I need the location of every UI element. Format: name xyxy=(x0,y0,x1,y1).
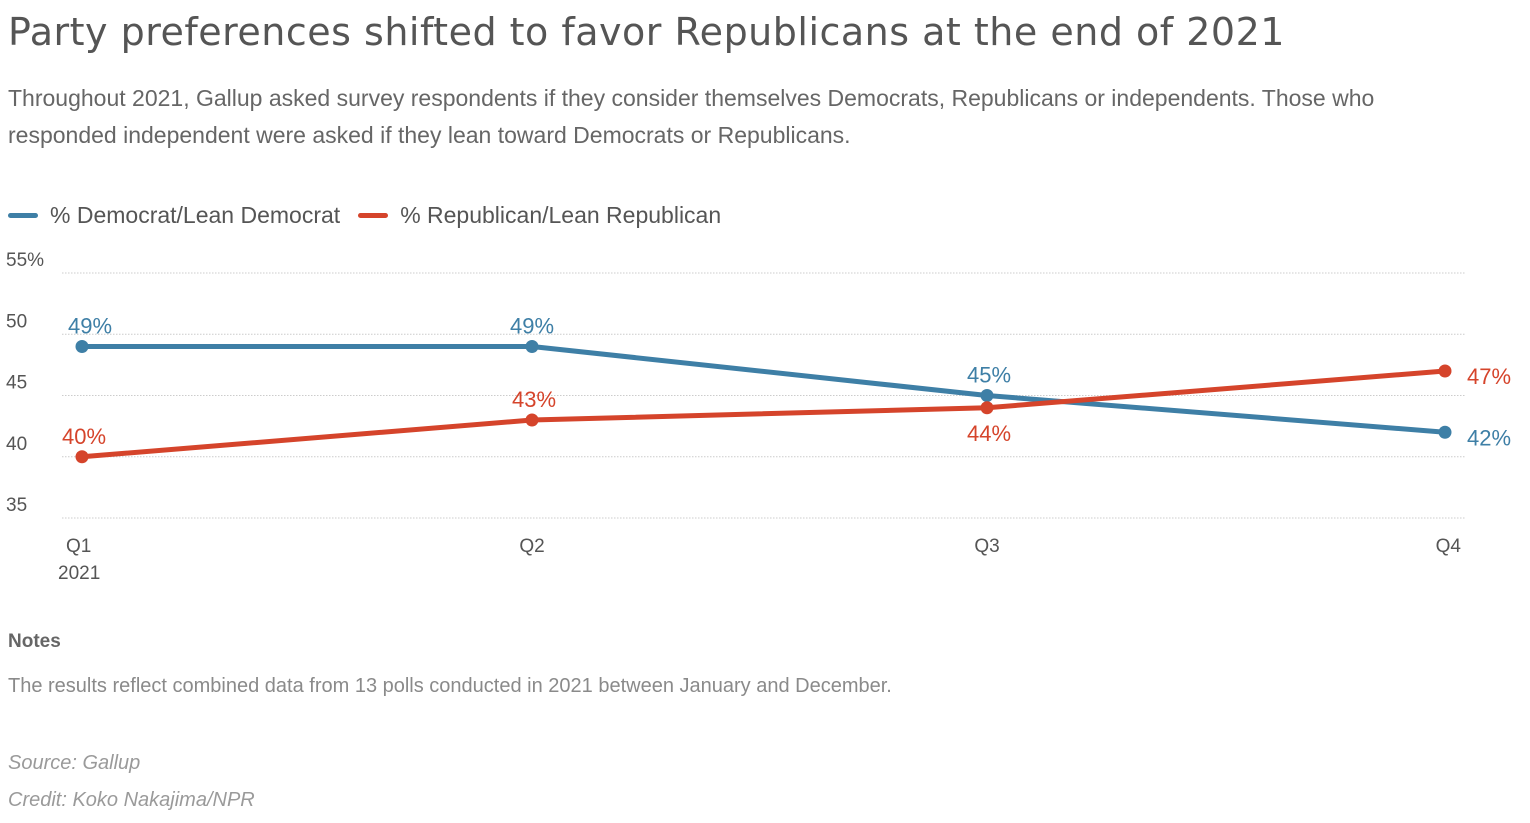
data-point-republican xyxy=(980,401,994,415)
data-point-democrat xyxy=(980,389,994,402)
line-layer xyxy=(79,344,1448,460)
chart-title: Party preferences shifted to favor Repub… xyxy=(8,10,1285,54)
data-label-republican: 40% xyxy=(62,424,106,449)
notes-heading: Notes xyxy=(8,631,61,652)
x-tick-sublabel: 2021 xyxy=(58,563,100,584)
legend-swatch-republican xyxy=(358,213,389,218)
legend-swatch-democrat xyxy=(8,213,38,218)
axis-layer: 55% 50 45 40 35 Q1 2021 Q2 Q3 Q4 xyxy=(6,250,1461,584)
legend-item-republican: % Republican/Lean Republican xyxy=(358,202,721,229)
notes-text: The results reflect combined data from 1… xyxy=(8,675,892,697)
legend-label-democrat: % Democrat/Lean Democrat xyxy=(50,202,341,228)
chart-legend: % Democrat/Lean Democrat % Republican/Le… xyxy=(8,202,739,229)
point-layer xyxy=(75,340,1452,464)
data-label-layer: 49% 49% 45% 42% 40% 43% 44% 47% xyxy=(62,314,1511,451)
y-tick-label: 45 xyxy=(6,373,27,394)
x-tick-label: Q3 xyxy=(974,536,999,557)
y-tick-label: 35 xyxy=(6,495,27,516)
legend-label-republican: % Republican/Lean Republican xyxy=(400,202,722,228)
data-point-democrat xyxy=(1438,425,1452,439)
data-point-democrat xyxy=(525,340,539,353)
source-line: Source: Gallup xyxy=(8,752,141,774)
legend-item-democrat: % Democrat/Lean Democrat xyxy=(8,202,340,229)
credit-line: Credit: Koko Nakajima/NPR xyxy=(8,789,255,811)
x-tick-label: Q4 xyxy=(1436,536,1462,557)
x-tick-label: Q1 xyxy=(66,536,91,557)
data-label-republican: 44% xyxy=(967,421,1011,446)
y-tick-label: 40 xyxy=(6,434,27,455)
data-label-democrat: 42% xyxy=(1467,425,1511,450)
data-point-republican xyxy=(75,450,89,464)
y-tick-label: 55% xyxy=(6,250,44,271)
data-label-democrat: 49% xyxy=(510,314,554,339)
y-tick-label: 50 xyxy=(6,311,27,332)
data-label-republican: 47% xyxy=(1467,364,1511,389)
series-line-republican xyxy=(79,368,1448,460)
x-tick-label: Q2 xyxy=(519,536,544,557)
data-label-republican: 43% xyxy=(512,387,556,412)
chart-subtitle: Throughout 2021, Gallup asked survey res… xyxy=(8,85,1375,148)
grid-layer xyxy=(62,272,1465,519)
data-label-democrat: 45% xyxy=(967,363,1011,388)
data-point-democrat xyxy=(75,340,89,353)
series-line-democrat xyxy=(79,344,1448,435)
data-point-republican xyxy=(525,413,539,427)
data-label-democrat: 49% xyxy=(68,314,112,339)
data-point-republican xyxy=(1438,364,1452,378)
